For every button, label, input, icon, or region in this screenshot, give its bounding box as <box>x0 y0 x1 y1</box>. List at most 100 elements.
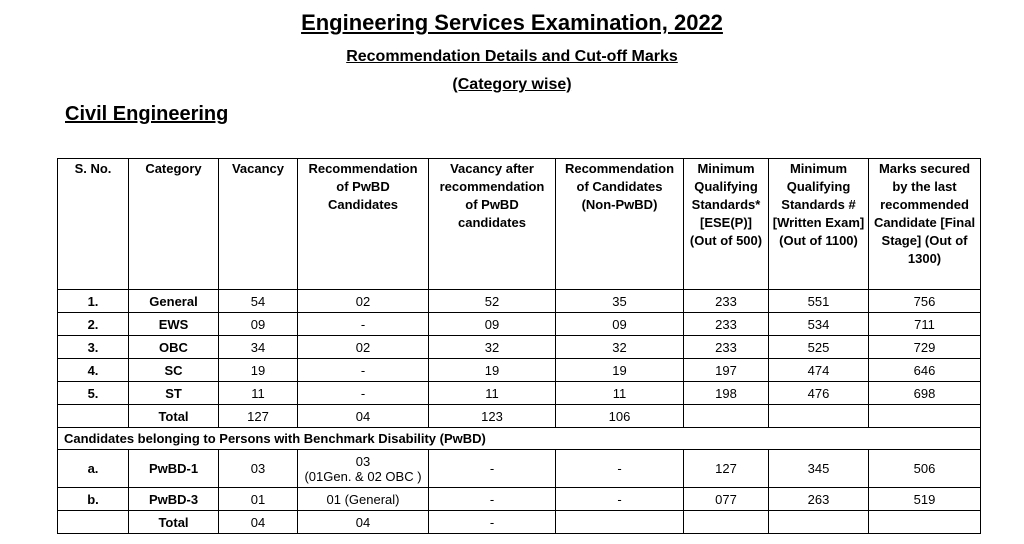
table-cell: 2. <box>57 312 129 336</box>
table-cell: - <box>555 449 684 488</box>
table-cell: 263 <box>768 487 869 511</box>
table-cell: 127 <box>218 404 298 428</box>
table-row: 5. ST 11-11 11 198 476 698 <box>57 381 981 405</box>
table-cell: 04 <box>218 510 298 534</box>
table-cell: 04 <box>297 510 429 534</box>
section-title: Civil Engineering <box>65 103 229 125</box>
table-row: 3. OBC 34 02 32 32 233 525 729 <box>57 335 981 359</box>
table-cell: 4. <box>57 358 129 382</box>
table-row: Candidates belonging to Persons with Ben… <box>57 427 981 450</box>
table-cell: 35 <box>555 289 684 313</box>
table-cell: - <box>428 510 556 534</box>
table-cell <box>555 510 684 534</box>
title: Engineering Services Examination, 2022 <box>301 10 723 35</box>
table-row: 4. SC 19-19 19 197 474 646 <box>57 358 981 382</box>
table-cell <box>868 510 981 534</box>
table-row: 1. General 54 02 52 35 233 551 756 <box>57 289 981 313</box>
table-cell: 19 <box>218 358 298 382</box>
table-cell: - <box>297 381 429 405</box>
cell-line: 03 <box>355 453 371 469</box>
table-cell: - <box>428 449 556 488</box>
table-cell: 09 <box>428 312 556 336</box>
table-cell: 551 <box>768 289 869 313</box>
table-cell: 474 <box>768 358 869 382</box>
table-cell <box>683 404 769 428</box>
table-row: a. PwBD-1 03 03 (01Gen. & 02 OBC ) - -127 345 50… <box>57 449 981 488</box>
table-cell: EWS <box>128 312 219 336</box>
table-cell: 3. <box>57 335 129 359</box>
table-cell <box>768 404 869 428</box>
column-header: Minimum Qualifying Standards* [ESE(P)] (… <box>683 158 769 290</box>
table-row: Total 04 04- <box>57 510 981 534</box>
table-cell: 09 <box>218 312 298 336</box>
table-cell: 52 <box>428 289 556 313</box>
table-cell: 729 <box>868 335 981 359</box>
table-cell: 02 <box>297 289 429 313</box>
subtitle: (Category wise) <box>452 76 572 93</box>
table-cell: SC <box>128 358 219 382</box>
column-header: Minimum Qualifying Standards # [Written … <box>768 158 869 290</box>
table-cell: 01 <box>218 487 298 511</box>
table-cell: 32 <box>428 335 556 359</box>
table-cell: PwBD-3 <box>128 487 219 511</box>
cell-line: (01Gen. & 02 OBC ) <box>304 468 422 484</box>
table-cell: 127 <box>683 449 769 488</box>
table-cell: 233 <box>683 312 769 336</box>
table-cell: 525 <box>768 335 869 359</box>
table-cell: Total <box>128 510 219 534</box>
table-cell: 09 <box>555 312 684 336</box>
table-cell: 54 <box>218 289 298 313</box>
table-cell: 19 <box>428 358 556 382</box>
table-cell: 233 <box>683 289 769 313</box>
table-cell: 02 <box>297 335 429 359</box>
table-cell: OBC <box>128 335 219 359</box>
table-cell: - <box>297 312 429 336</box>
table-cell: 03 (01Gen. & 02 OBC ) <box>297 449 429 488</box>
column-header: Vacancy after recommendation of PwBD can… <box>428 158 556 290</box>
table-cell: 756 <box>868 289 981 313</box>
table-cell <box>868 404 981 428</box>
table-row: b. PwBD-3 01 01 (General) - -077 263 519 <box>57 487 981 511</box>
table-cell: 03 <box>218 449 298 488</box>
table-cell: 04 <box>297 404 429 428</box>
column-header: Vacancy <box>218 158 298 290</box>
table-cell: 698 <box>868 381 981 405</box>
table-cell: a. <box>57 449 129 488</box>
column-header: S. No. <box>57 158 129 290</box>
table-row: 2. EWS 09-09 09 233 534 711 <box>57 312 981 336</box>
table-cell: 519 <box>868 487 981 511</box>
table-cell: - <box>297 358 429 382</box>
table-cell: 11 <box>428 381 556 405</box>
table-cell: 345 <box>768 449 869 488</box>
table-row: Total 127 04 123 106 <box>57 404 981 428</box>
table-cell: 197 <box>683 358 769 382</box>
table-cell: 476 <box>768 381 869 405</box>
table-cell <box>57 404 129 428</box>
section-heading: Candidates belonging to Persons with Ben… <box>57 427 981 450</box>
table-cell: 1. <box>57 289 129 313</box>
table-cell: 34 <box>218 335 298 359</box>
table-cell: 106 <box>555 404 684 428</box>
table-cell: 233 <box>683 335 769 359</box>
column-header: Marks secured by the last recommended Ca… <box>868 158 981 290</box>
table-cell: 123 <box>428 404 556 428</box>
table-cell: 646 <box>868 358 981 382</box>
table-body: 1. General 54 02 52 35 233 551 756 2. EWS 09-09 09 23… <box>57 289 981 534</box>
column-header: Category <box>128 158 219 290</box>
table-cell: 198 <box>683 381 769 405</box>
table-cell: 11 <box>218 381 298 405</box>
table-cell: PwBD-1 <box>128 449 219 488</box>
table-cell: - <box>555 487 684 511</box>
table-cell: ST <box>128 381 219 405</box>
table-cell: Total <box>128 404 219 428</box>
table-cell: 01 (General) <box>297 487 429 511</box>
table-cell: 506 <box>868 449 981 488</box>
table-cell: 711 <box>868 312 981 336</box>
cutoff-table: S. No. Category Vacancy Recommendation of P… <box>57 158 981 534</box>
column-header: Recommendation of Candidates (Non-PwBD) <box>555 158 684 290</box>
table-cell: 534 <box>768 312 869 336</box>
table-cell: 19 <box>555 358 684 382</box>
column-header: Recommendation of PwBD Candidates <box>297 158 429 290</box>
table-cell: - <box>428 487 556 511</box>
